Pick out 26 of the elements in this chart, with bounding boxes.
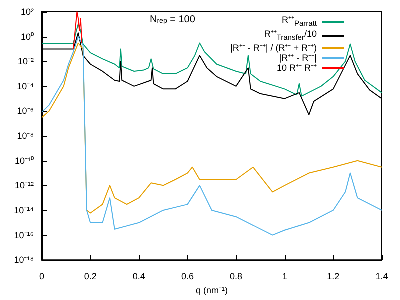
legend-label: 10 R⁺⁻ R⁻⁺ xyxy=(276,62,317,73)
y-tick-label: 10⁻² xyxy=(18,56,34,67)
x-axis-title: q (nm⁻¹) xyxy=(196,286,228,296)
y-tick-label: 10⁰ xyxy=(20,32,34,42)
x-tick-label: 0.8 xyxy=(230,272,243,282)
x-tick-label: 0.2 xyxy=(84,272,97,282)
y-tick-label: 10⁻¹⁴ xyxy=(14,205,34,216)
y-tick-label: 10² xyxy=(20,7,34,17)
y-tick-label: 10⁻¹² xyxy=(14,180,34,191)
x-tick-label: 1 xyxy=(282,272,288,282)
line-series xyxy=(73,12,83,50)
y-tick-label: 10⁻⁸ xyxy=(17,131,34,142)
y-tick-label: 10⁻⁴ xyxy=(17,81,34,92)
x-tick-label: 0 xyxy=(39,272,45,282)
x-tick-label: 0.4 xyxy=(132,272,146,282)
legend-label: |R⁺⁺ - R⁻⁻| xyxy=(279,52,317,63)
y-tick-label: 10⁻¹⁰ xyxy=(14,156,34,166)
y-tick-label: 10⁻¹⁶ xyxy=(14,230,34,240)
x-tick-label: 1.2 xyxy=(327,272,340,282)
x-tick-label: 0.6 xyxy=(181,272,194,282)
legend-label: R⁺⁺$_{Transfer}$/10 xyxy=(264,28,317,43)
legend-label: |R⁺⁻ - R⁻⁺| / (R⁺⁻ + R⁻⁺) xyxy=(230,42,317,53)
y-tick-label: 10⁻¹⁸ xyxy=(14,255,34,266)
y-tick-label: 10⁻⁶ xyxy=(17,106,34,116)
legend-label: R⁺⁺$_{Parratt}$ xyxy=(282,15,317,29)
x-tick-label: 1.4 xyxy=(376,272,388,282)
